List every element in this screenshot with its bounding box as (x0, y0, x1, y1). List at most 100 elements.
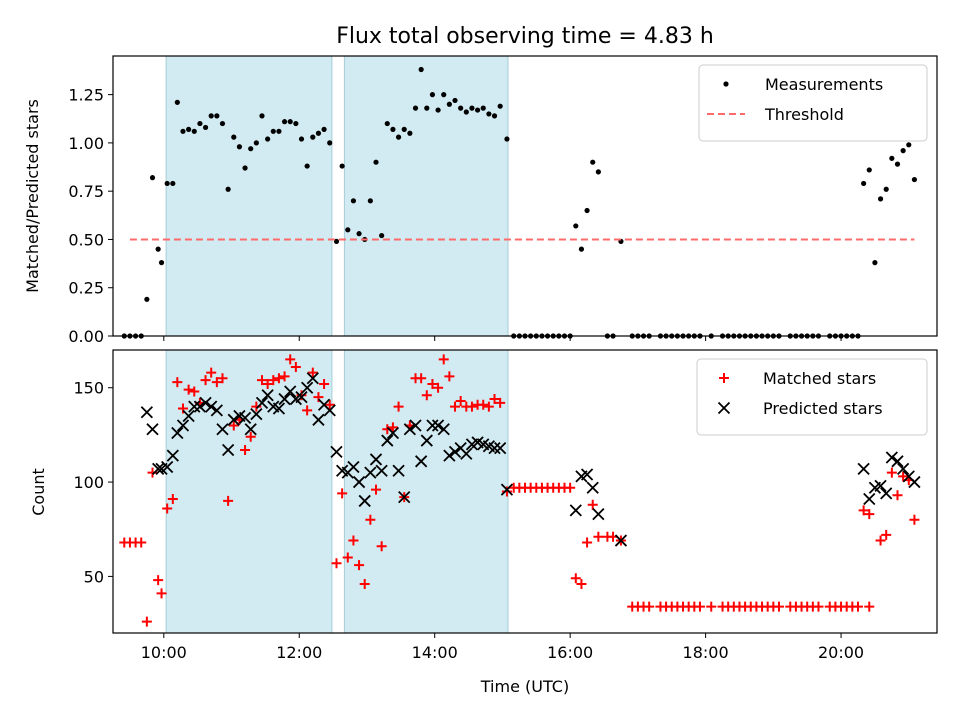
matched-star-point (153, 575, 164, 586)
measurement-point (265, 136, 271, 142)
matched-star-point (177, 403, 188, 414)
matched-star-point (262, 378, 273, 389)
top-panel: 0.00 0.25 0.50 0.75 1.00 1.25 Matched/Predict… (23, 55, 938, 346)
matched-star-point (773, 601, 784, 612)
measurement-point (373, 159, 379, 165)
predicted-star-point (448, 445, 462, 459)
predicted-star-point (460, 447, 473, 460)
predicted-star-point (306, 372, 319, 385)
x-tick-label: 10:00 (141, 643, 187, 662)
matched-star-point (348, 535, 359, 546)
measurement-point (345, 227, 351, 233)
matched-star-point (136, 537, 147, 548)
predicted-star-point (347, 460, 360, 474)
matched-star-point (141, 616, 152, 627)
matched-star-point (875, 535, 886, 546)
measurement-point (164, 180, 170, 187)
predicted-star-point (140, 406, 153, 419)
top-frame (112, 55, 938, 337)
measurement-point (293, 120, 299, 127)
y-tick-label: 1.00 (68, 134, 104, 153)
bottom-legend: Matched stars Predicted stars (696, 358, 928, 436)
predicted-star-point (426, 419, 439, 432)
measurement-point (480, 105, 486, 111)
predicted-star-point (614, 534, 628, 547)
measurement-point (894, 161, 901, 167)
matched-star-point (813, 601, 824, 612)
predicted-star-point (488, 441, 501, 455)
predicted-star-point (392, 464, 405, 477)
predicted-star-point (176, 419, 190, 432)
matched-star-point (582, 537, 593, 548)
predicted-star-point (386, 426, 400, 440)
matched-star-point (881, 529, 892, 540)
measurement-point (407, 130, 413, 136)
matched-star-point (706, 601, 717, 612)
predicted-star-point (880, 487, 893, 500)
matched-star-point (501, 486, 512, 497)
matched-star-point (444, 371, 455, 382)
measurement-point (463, 109, 469, 115)
matched-star-point (245, 431, 256, 442)
predicted-star-point (261, 389, 274, 402)
predicted-star-point (415, 455, 428, 468)
figure-title: Flux total observing time = 4.83 h (336, 24, 714, 49)
predicted-star-point (409, 419, 422, 432)
predicted-star-point (398, 491, 411, 504)
matched-star-point (217, 373, 228, 384)
matched-star-point (593, 531, 604, 542)
predicted-star-point (171, 426, 184, 440)
measurement-point (401, 126, 407, 132)
measurement-point (231, 134, 237, 140)
measurement-point (208, 113, 214, 119)
matched-star-point (223, 495, 234, 506)
measurement-point (202, 124, 209, 131)
measurement-point (486, 111, 492, 117)
predicted-star-point (885, 451, 898, 464)
matched-star-point (313, 392, 324, 403)
predicted-star-point (182, 409, 195, 423)
shaded-interval-2 (343, 55, 509, 337)
legend-marker (719, 373, 729, 383)
measurement-point (469, 105, 475, 111)
measurement-point (573, 223, 579, 229)
legend-label: Matched stars (763, 369, 876, 388)
measurement-point (333, 238, 340, 244)
measurement-point (395, 134, 402, 140)
predicted-star-point (330, 445, 343, 459)
x-tick-label: 14:00 (412, 643, 458, 662)
matched-star-point (466, 401, 477, 412)
matched-star-point (858, 505, 869, 516)
predicted-star-point (443, 449, 456, 462)
measurement-point (861, 180, 867, 187)
y-tick-label: 0.00 (68, 327, 104, 346)
measurement-point (276, 128, 282, 134)
measurement-point (452, 97, 458, 104)
predicted-star-point (569, 504, 582, 517)
measurement-point (435, 107, 441, 113)
y-tick-label: 0.75 (68, 182, 104, 201)
y-tick-label: 0.25 (68, 279, 104, 298)
x-axis-label: Time (UTC) (480, 677, 569, 696)
measurement-point (497, 103, 503, 109)
matched-star-point (433, 382, 444, 393)
predicted-star-point (278, 392, 291, 406)
matched-star-point (285, 354, 296, 365)
matched-star-point (337, 488, 348, 499)
predicted-star-point (586, 481, 599, 494)
x-tick-label: 20:00 (818, 643, 864, 662)
legend-label: Threshold (764, 105, 844, 124)
measurement-point (491, 113, 498, 119)
measurement-point (384, 120, 390, 127)
predicted-star-point (358, 494, 371, 508)
measurement-point (225, 186, 231, 192)
predicted-star-point (863, 492, 876, 506)
top-x-ticks (163, 336, 842, 341)
predicted-star-point (284, 385, 297, 398)
y-tick-label: 100 (73, 473, 104, 492)
measurement-point (441, 92, 447, 98)
matched-star-point (489, 394, 500, 405)
matched-star-point (416, 373, 427, 384)
matched-star-point (427, 378, 438, 389)
